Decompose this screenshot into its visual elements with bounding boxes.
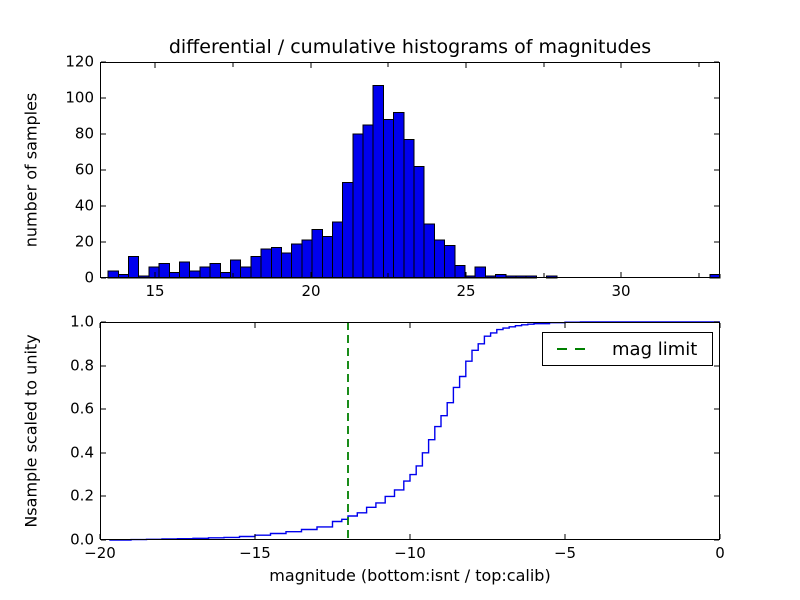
x-tick-label: −10 <box>394 544 426 562</box>
y-tick-label: 100 <box>65 88 94 107</box>
histogram-bar <box>352 133 364 279</box>
histogram-bar <box>311 228 323 279</box>
histogram-bar <box>454 264 466 279</box>
histogram-bar <box>148 266 160 279</box>
legend-line-sample <box>557 348 591 350</box>
histogram-bar <box>413 165 425 279</box>
top-histogram <box>107 84 721 279</box>
x-tick-label: 0 <box>715 544 725 562</box>
y-tick-label: 0 <box>84 268 94 287</box>
y-tick-label: 0.6 <box>70 399 94 418</box>
histogram-bar <box>291 243 303 279</box>
y-tick-label: 0.2 <box>70 486 94 505</box>
y-tick-label: 80 <box>74 124 94 143</box>
histogram-bar <box>281 252 293 279</box>
y-tick-label: 0.4 <box>70 443 94 462</box>
x-tick-label: −5 <box>553 544 577 562</box>
y-tick-label: 60 <box>74 160 94 179</box>
histogram-bar <box>158 263 170 279</box>
histogram-bar <box>362 124 374 279</box>
histogram-bar <box>230 259 242 279</box>
histogram-bar <box>403 138 415 279</box>
histogram-bar <box>444 245 456 279</box>
histogram-bar <box>321 236 333 279</box>
histogram-bar <box>270 246 282 279</box>
histogram-bar <box>332 221 344 279</box>
cumulative-curve <box>109 321 720 541</box>
histogram-bar <box>423 223 435 279</box>
histogram-bar <box>382 119 395 279</box>
histogram-bar <box>372 84 384 279</box>
histogram-bar <box>179 261 191 279</box>
histogram-bar <box>250 255 262 279</box>
histogram-bar <box>240 266 252 279</box>
x-tick-label: 15 <box>145 282 165 300</box>
legend-label: mag limit <box>612 338 698 360</box>
legend-box: mag limit <box>542 332 713 366</box>
histogram-bar <box>128 255 140 279</box>
y-tick-label: 120 <box>65 52 94 71</box>
histogram-bar <box>209 263 221 279</box>
y-tick-label: 40 <box>74 196 94 215</box>
y-tick-label: 20 <box>74 232 94 251</box>
y-tick-label: 1.0 <box>70 312 94 331</box>
histogram-bar <box>433 239 446 279</box>
histogram-bar <box>199 266 211 279</box>
x-axis-label: magnitude (bottom:isnt / top:calib) <box>269 566 551 585</box>
cumulative-step-path <box>109 321 720 541</box>
y-tick-label: 0.8 <box>70 356 94 375</box>
y-tick-label: 0.0 <box>70 530 94 549</box>
histogram-bar <box>189 270 201 279</box>
top-axes-border <box>100 62 720 278</box>
x-tick-label: 25 <box>456 282 476 300</box>
histogram-bar <box>393 111 405 279</box>
histogram-bar <box>474 266 486 279</box>
x-tick-label: 20 <box>301 282 321 300</box>
x-tick-label: 30 <box>611 282 631 300</box>
histogram-bar <box>260 248 272 279</box>
axes-frame <box>99 61 721 541</box>
bottom-axes-border <box>100 322 720 540</box>
histogram-bar <box>107 270 119 279</box>
x-tick-label: −15 <box>239 544 271 562</box>
histogram-bar <box>342 182 354 279</box>
x-tick-label: −20 <box>84 544 116 562</box>
chart-title: differential / cumulative histograms of … <box>168 36 652 58</box>
